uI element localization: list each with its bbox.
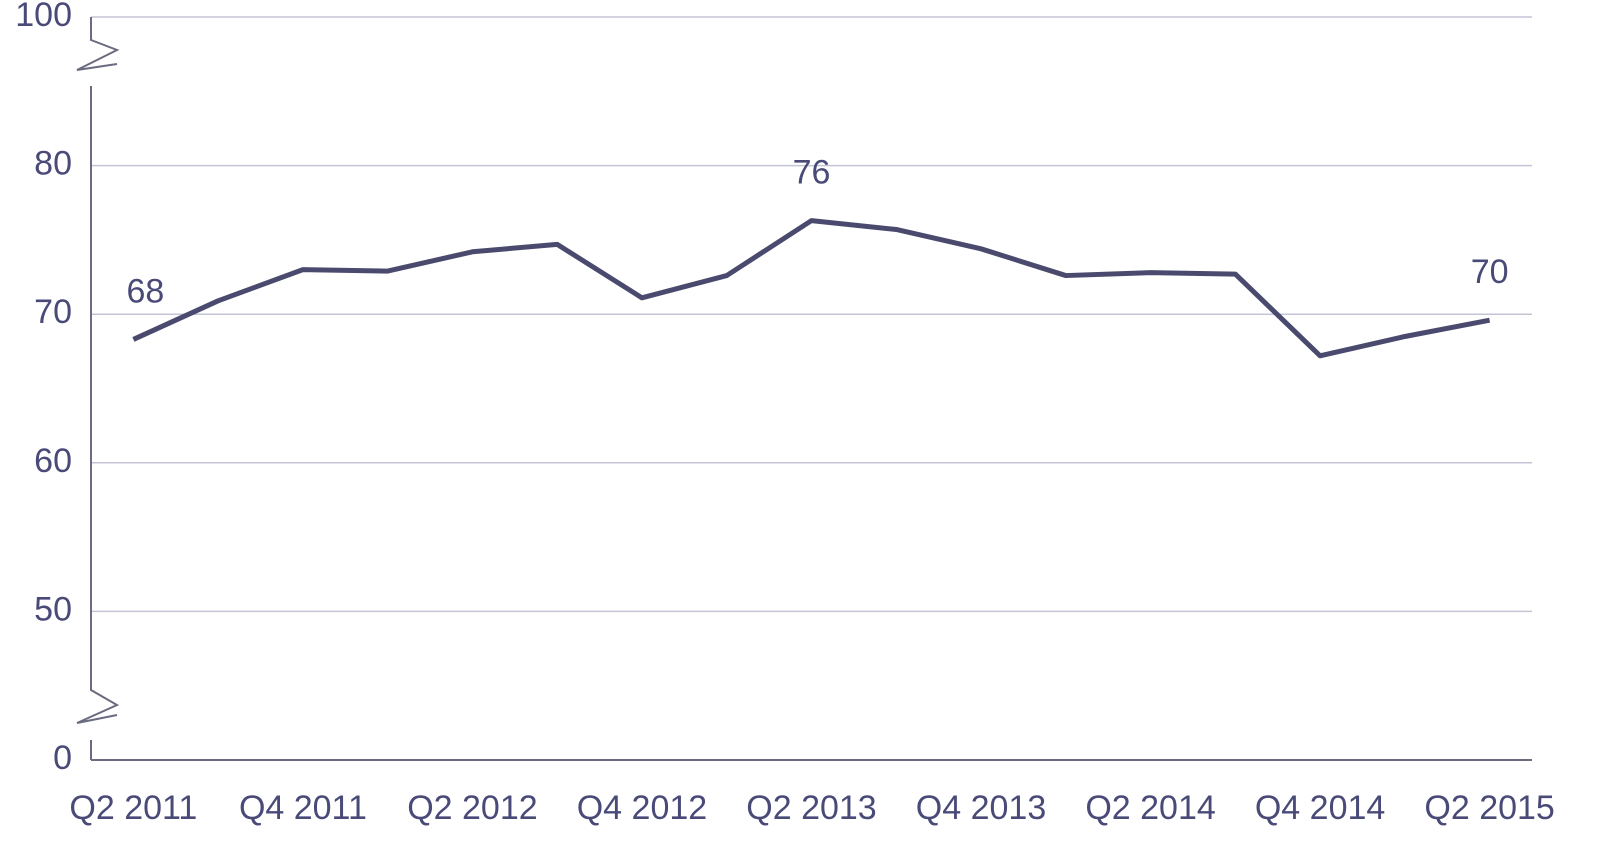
x-tick-label: Q4 2011: [239, 789, 367, 827]
x-tick-label: Q2 2011: [69, 789, 197, 827]
x-tick-label: Q4 2012: [577, 789, 707, 827]
x-tick-label: Q4 2013: [916, 789, 1046, 827]
data-label: 70: [1471, 253, 1509, 291]
y-tick-label: 50: [34, 590, 72, 628]
y-axis: [76, 17, 120, 760]
data-label: 76: [793, 154, 831, 192]
data-label: 68: [126, 272, 164, 310]
y-tick-label: 100: [15, 0, 72, 34]
x-tick-label: Q2 2014: [1085, 789, 1215, 827]
x-tick-label: Q4 2014: [1255, 789, 1385, 827]
x-tick-label: Q2 2015: [1424, 789, 1554, 827]
y-tick-label: 60: [34, 442, 72, 480]
y-tick-label: 0: [53, 739, 72, 777]
x-tick-label: Q2 2012: [407, 789, 537, 827]
series-line: [132, 218, 1491, 359]
y-tick-label: 70: [34, 293, 72, 331]
x-tick-label: Q2 2013: [746, 789, 876, 827]
y-tick-label: 80: [34, 145, 72, 183]
